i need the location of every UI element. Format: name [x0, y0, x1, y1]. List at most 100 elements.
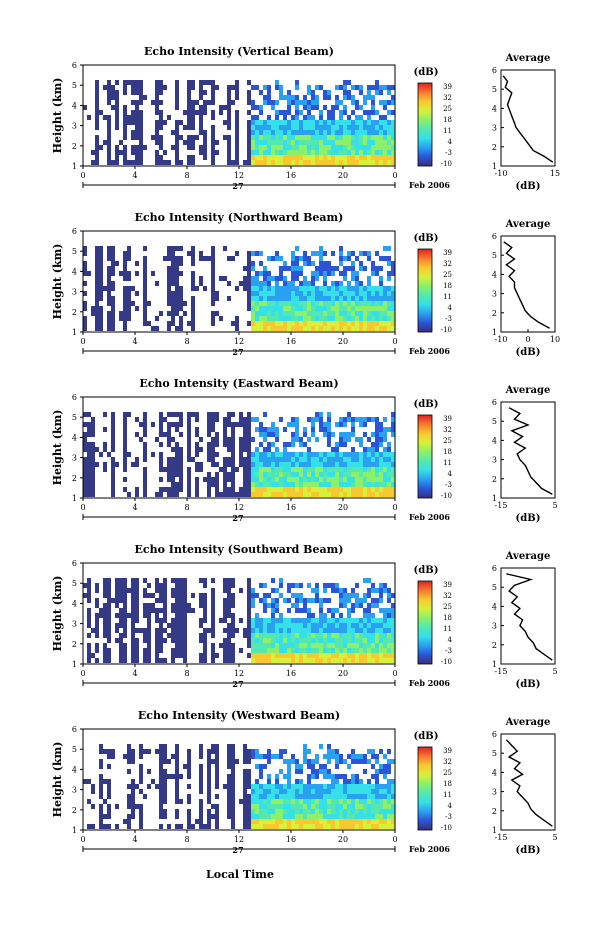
heatmap-cell	[387, 653, 391, 658]
colorbar-unit: (dB)	[414, 233, 439, 244]
heatmap-cell	[255, 824, 259, 829]
heatmap-cell	[347, 120, 351, 125]
heatmap-cell	[251, 638, 255, 643]
heatmap-cell	[375, 130, 379, 135]
heatmap-cell	[107, 140, 111, 145]
heatmap-cell	[211, 422, 215, 427]
heatmap-cell	[383, 613, 387, 618]
heatmap-cell	[315, 301, 319, 306]
heatmap-cell	[167, 457, 171, 462]
heatmap-cell	[251, 794, 255, 799]
heatmap-cell	[391, 452, 395, 457]
panel-title: Echo Intensity (Westward Beam)	[138, 709, 340, 722]
heatmap-cell	[143, 95, 147, 100]
heatmap-cell	[331, 814, 335, 819]
heatmap-cell	[303, 638, 307, 643]
heatmap-cell	[319, 764, 323, 769]
heatmap-cell	[331, 135, 335, 140]
heatmap-cell	[335, 799, 339, 804]
heatmap-cell	[295, 261, 299, 266]
heatmap-cell	[187, 90, 191, 95]
heatmap-cell	[159, 487, 163, 492]
heatmap-cell	[335, 633, 339, 638]
heatmap-cell	[107, 794, 111, 799]
heatmap-cell	[255, 125, 259, 130]
heatmap-cell	[159, 422, 163, 427]
heatmap-cell	[187, 447, 191, 452]
heatmap-cell	[315, 326, 319, 331]
heatmap-cell	[263, 487, 267, 492]
heatmap-cell	[87, 824, 91, 829]
heatmap-cell	[195, 135, 199, 140]
heatmap-cell	[291, 95, 295, 100]
profile-y-tick-label: 6	[492, 730, 497, 739]
heatmap-cell	[159, 467, 163, 472]
heatmap-cell	[251, 120, 255, 125]
heatmap-cell	[307, 618, 311, 623]
heatmap-cell	[223, 487, 227, 492]
heatmap-cell	[339, 135, 343, 140]
heatmap-cell	[247, 593, 251, 598]
heatmap-cell	[331, 301, 335, 306]
heatmap-cell	[259, 814, 263, 819]
heatmap-cell	[327, 437, 331, 442]
heatmap-cell	[319, 311, 323, 316]
heatmap-cell	[311, 598, 315, 603]
heatmap-cell	[195, 100, 199, 105]
heatmap-cell	[291, 311, 295, 316]
heatmap-cell	[139, 125, 143, 130]
heatmap-cell	[191, 120, 195, 125]
heatmap-cell	[183, 658, 187, 663]
heatmap-cell	[231, 754, 235, 759]
heatmap-cell	[123, 417, 127, 422]
heatmap-cell	[243, 754, 247, 759]
heatmap-cell	[175, 462, 179, 467]
heatmap-cell	[131, 110, 135, 115]
heatmap-cell	[311, 452, 315, 457]
heatmap-cell	[227, 417, 231, 422]
y-tick-label: 6	[72, 227, 77, 236]
heatmap-cell	[347, 115, 351, 120]
heatmap-cell	[359, 251, 363, 256]
heatmap-cell	[311, 296, 315, 301]
heatmap-cell	[99, 744, 103, 749]
heatmap-cell	[251, 306, 255, 311]
heatmap-cell	[203, 135, 207, 140]
heatmap-cell	[391, 261, 395, 266]
heatmap-cell	[207, 799, 211, 804]
heatmap-cell	[379, 321, 383, 326]
heatmap-cell	[95, 150, 99, 155]
heatmap-cell	[227, 125, 231, 130]
colorbar-tick-label: 39	[443, 249, 452, 257]
heatmap-cell	[371, 623, 375, 628]
heatmap-cell	[335, 311, 339, 316]
heatmap-cell	[283, 794, 287, 799]
heatmap-cell	[327, 140, 331, 145]
heatmap-cell	[359, 658, 363, 663]
heatmap-cell	[235, 115, 239, 120]
y-tick-label: 4	[72, 599, 77, 608]
heatmap-cell	[99, 784, 103, 789]
heatmap-cell	[283, 442, 287, 447]
heatmap-cell	[335, 326, 339, 331]
heatmap-cell	[223, 638, 227, 643]
heatmap-cell	[171, 316, 175, 321]
heatmap-cell	[283, 296, 287, 301]
heatmap-cell	[247, 261, 251, 266]
heatmap-cell	[315, 95, 319, 100]
heatmap-cell	[99, 276, 103, 281]
heatmap-cell	[391, 643, 395, 648]
heatmap-cell	[95, 145, 99, 150]
profile-x-tick-label: 10	[550, 335, 560, 344]
heatmap-cell	[171, 593, 175, 598]
heatmap-cell	[247, 286, 251, 291]
heatmap-cell	[339, 784, 343, 789]
heatmap-cell	[95, 326, 99, 331]
heatmap-cell	[291, 487, 295, 492]
heatmap-cell	[143, 417, 147, 422]
heatmap-cell	[103, 633, 107, 638]
heatmap-cell	[331, 477, 335, 482]
heatmap-cell	[251, 105, 255, 110]
heatmap-cell	[235, 85, 239, 90]
heatmap-cell	[183, 140, 187, 145]
